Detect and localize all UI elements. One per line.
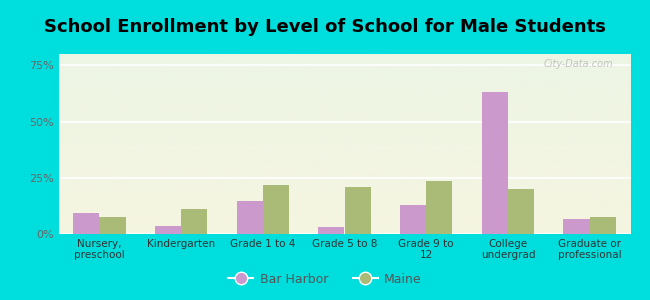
Bar — [482, 92, 508, 234]
Bar — [400, 205, 426, 234]
Bar — [426, 181, 452, 234]
Bar — [344, 187, 370, 234]
Bar — [263, 184, 289, 234]
Bar — [181, 209, 207, 234]
Text: City-Data.com: City-Data.com — [543, 59, 614, 69]
Bar — [508, 189, 534, 234]
Bar — [237, 201, 263, 234]
Bar — [590, 217, 616, 234]
Bar — [564, 219, 590, 234]
Bar — [318, 227, 344, 234]
Bar — [155, 226, 181, 234]
Bar — [73, 213, 99, 234]
Legend: Bar Harbor, Maine: Bar Harbor, Maine — [223, 268, 427, 291]
Bar — [99, 217, 125, 234]
Text: School Enrollment by Level of School for Male Students: School Enrollment by Level of School for… — [44, 18, 606, 36]
